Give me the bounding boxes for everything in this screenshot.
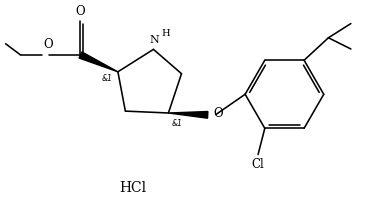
Polygon shape [169,111,208,118]
Polygon shape [79,52,118,72]
Text: H: H [161,29,170,38]
Text: O: O [214,107,223,120]
Text: &1: &1 [102,74,113,83]
Text: Cl: Cl [252,157,265,170]
Text: O: O [44,38,53,51]
Text: &1: &1 [171,119,182,128]
Text: HCl: HCl [119,181,146,195]
Text: O: O [76,5,85,18]
Text: N: N [149,35,159,45]
